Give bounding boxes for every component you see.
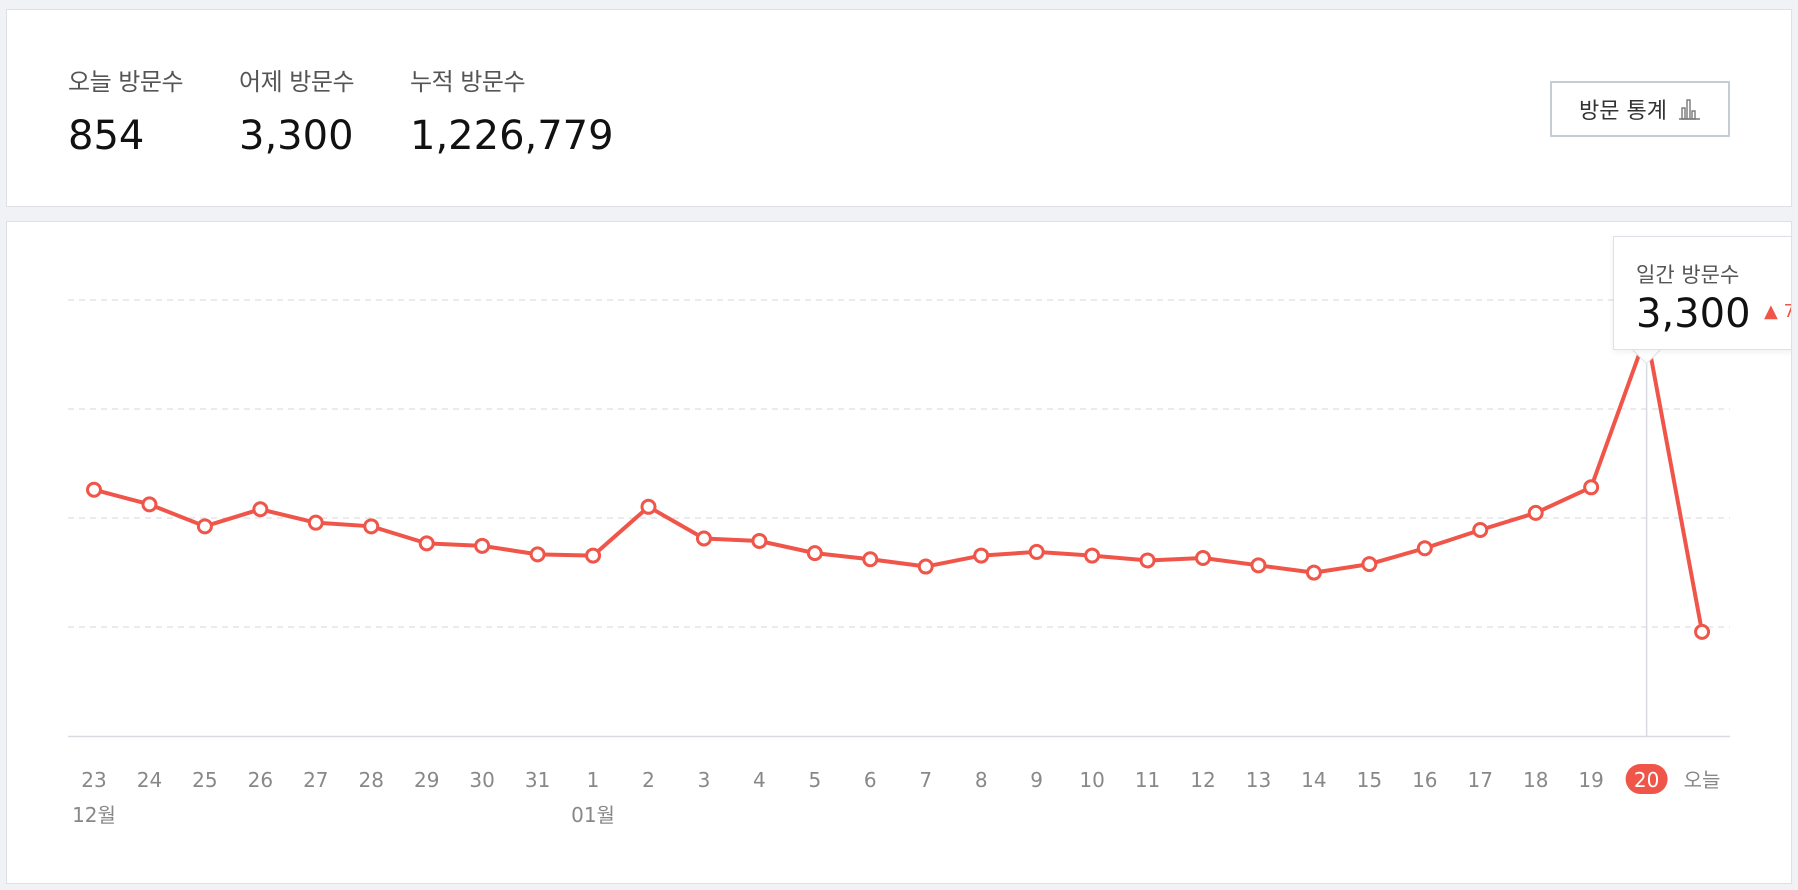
data-point [973, 547, 990, 564]
data-point [252, 501, 269, 518]
month-label: 01월 [571, 803, 615, 827]
data-point [1028, 543, 1045, 560]
x-tick-label: 29 [414, 768, 439, 792]
tooltip-label: 일간 방문수 [1636, 263, 1740, 287]
x-tick-label: 17 [1468, 768, 1493, 792]
x-tick-label: 3 [698, 768, 711, 792]
tooltip-value: 3,300 [1636, 291, 1751, 337]
data-point [1084, 547, 1101, 564]
data-point [1195, 550, 1211, 567]
x-tick-label: 24 [137, 768, 162, 792]
x-tick-label: 4 [753, 768, 766, 792]
total-visits-stat: 누적 방문수 1,226,779 [410, 62, 614, 159]
daily-visits-chart-panel: 23 24 25 26 27 28 29 30 31 1 2 3 4 5 6 7 8 9 10 11 12 13 14 15 1… [6, 221, 1792, 884]
data-point [585, 547, 602, 564]
x-tick-label: 9 [1030, 768, 1043, 792]
data-point [141, 496, 158, 513]
x-tick-label: 13 [1246, 768, 1271, 792]
x-tick-label: 12 [1190, 768, 1215, 792]
x-tick-label: 15 [1357, 768, 1382, 792]
x-tick-label: 오늘 [1684, 768, 1721, 792]
x-tick-label: 27 [303, 768, 328, 792]
data-point [640, 498, 657, 515]
x-tick-label: 6 [864, 768, 877, 792]
x-tick-label: 30 [469, 768, 494, 792]
daily-visits-tooltip: 일간 방문수 3,300 ▲ 7 [1613, 236, 1792, 350]
x-tick-label: 8 [975, 768, 988, 792]
data-point [1305, 564, 1322, 581]
data-point [862, 551, 879, 568]
visit-stats-button[interactable]: 방문 통계 [1550, 81, 1730, 137]
x-tick-label: 7 [919, 768, 932, 792]
yesterday-visits-stat: 어제 방문수 3,300 [239, 62, 355, 159]
x-tick-label: 26 [248, 768, 273, 792]
today-visits-stat: 오늘 방문수 854 [68, 62, 184, 159]
data-point [363, 518, 380, 535]
data-point [196, 518, 213, 535]
data-point [751, 532, 768, 549]
data-point [1527, 504, 1544, 521]
x-tick-label: 16 [1412, 768, 1437, 792]
month-label: 12월 [72, 803, 116, 827]
data-point [1139, 552, 1156, 569]
daily-visits-line-chart: 23 24 25 26 27 28 29 30 31 1 2 3 4 5 6 7 8 9 10 11 12 13 14 15 1… [68, 299, 1730, 827]
total-visits-value: 1,226,779 [410, 113, 614, 159]
data-point [1250, 557, 1267, 574]
selected-date-pill [1625, 764, 1668, 794]
yesterday-visits-value: 3,300 [239, 113, 354, 159]
bar-chart-icon [1677, 98, 1701, 120]
data-point [307, 514, 324, 531]
data-point [1472, 521, 1489, 538]
x-tick-label: 28 [359, 768, 384, 792]
total-visits-label: 누적 방문수 [410, 68, 526, 96]
x-tick-label: 23 [81, 768, 106, 792]
tooltip-change: ▲ 7 [1764, 301, 1792, 322]
x-tick-label: 18 [1523, 768, 1548, 792]
data-point [806, 545, 823, 562]
data-point [474, 537, 491, 554]
data-point [529, 546, 546, 563]
data-point [695, 530, 712, 547]
data-point [418, 535, 435, 552]
x-tick-label: 20 [1634, 768, 1659, 792]
data-point [1583, 479, 1600, 496]
x-tick-label: 31 [525, 768, 550, 792]
x-tick-label: 2 [642, 768, 655, 792]
x-tick-label: 5 [808, 768, 821, 792]
x-tick-label: 19 [1578, 768, 1603, 792]
data-point [1416, 540, 1433, 557]
x-tick-label: 10 [1079, 768, 1104, 792]
today-visits-value: 854 [68, 113, 145, 159]
data-point [1694, 623, 1711, 640]
series-line [92, 331, 1705, 634]
yesterday-visits-label: 어제 방문수 [239, 68, 355, 96]
today-visits-label: 오늘 방문수 [68, 68, 184, 96]
x-tick-label: 14 [1301, 768, 1326, 792]
x-tick-label: 11 [1135, 768, 1160, 792]
data-point [1361, 556, 1378, 573]
data-point [86, 481, 102, 498]
visit-summary-panel: 오늘 방문수 854 어제 방문수 3,300 누적 방문수 1,226,779… [6, 9, 1792, 207]
visit-stats-button-label: 방문 통계 [1579, 99, 1667, 124]
x-tick-label: 1 [587, 768, 600, 792]
x-tick-label: 25 [192, 768, 217, 792]
data-point [917, 558, 934, 575]
